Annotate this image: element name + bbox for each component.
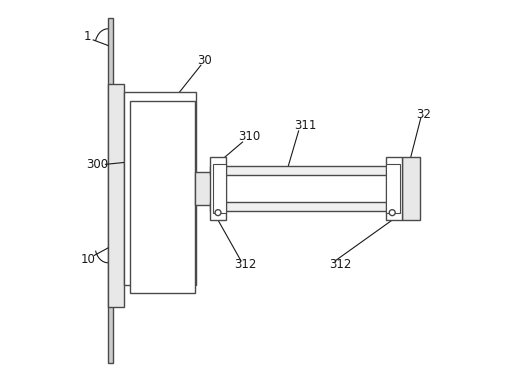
- Bar: [386, 157, 402, 220]
- Bar: [213, 164, 226, 213]
- Bar: [386, 164, 400, 213]
- Bar: [108, 84, 124, 307]
- Text: 1: 1: [84, 30, 92, 43]
- Bar: [402, 157, 420, 220]
- Bar: [210, 201, 402, 211]
- Bar: [130, 101, 195, 293]
- Text: 32: 32: [416, 108, 431, 121]
- Circle shape: [215, 210, 221, 216]
- Text: 10: 10: [80, 253, 95, 265]
- Text: 311: 311: [294, 119, 316, 132]
- Bar: [124, 92, 196, 285]
- Text: 312: 312: [329, 258, 352, 271]
- Text: 30: 30: [197, 54, 212, 67]
- Text: 300: 300: [86, 158, 108, 171]
- Bar: [210, 166, 402, 176]
- Bar: [108, 18, 113, 363]
- Circle shape: [389, 210, 395, 216]
- Text: 312: 312: [234, 258, 256, 271]
- Bar: [195, 172, 212, 205]
- Bar: [210, 157, 226, 220]
- Text: 310: 310: [238, 130, 261, 143]
